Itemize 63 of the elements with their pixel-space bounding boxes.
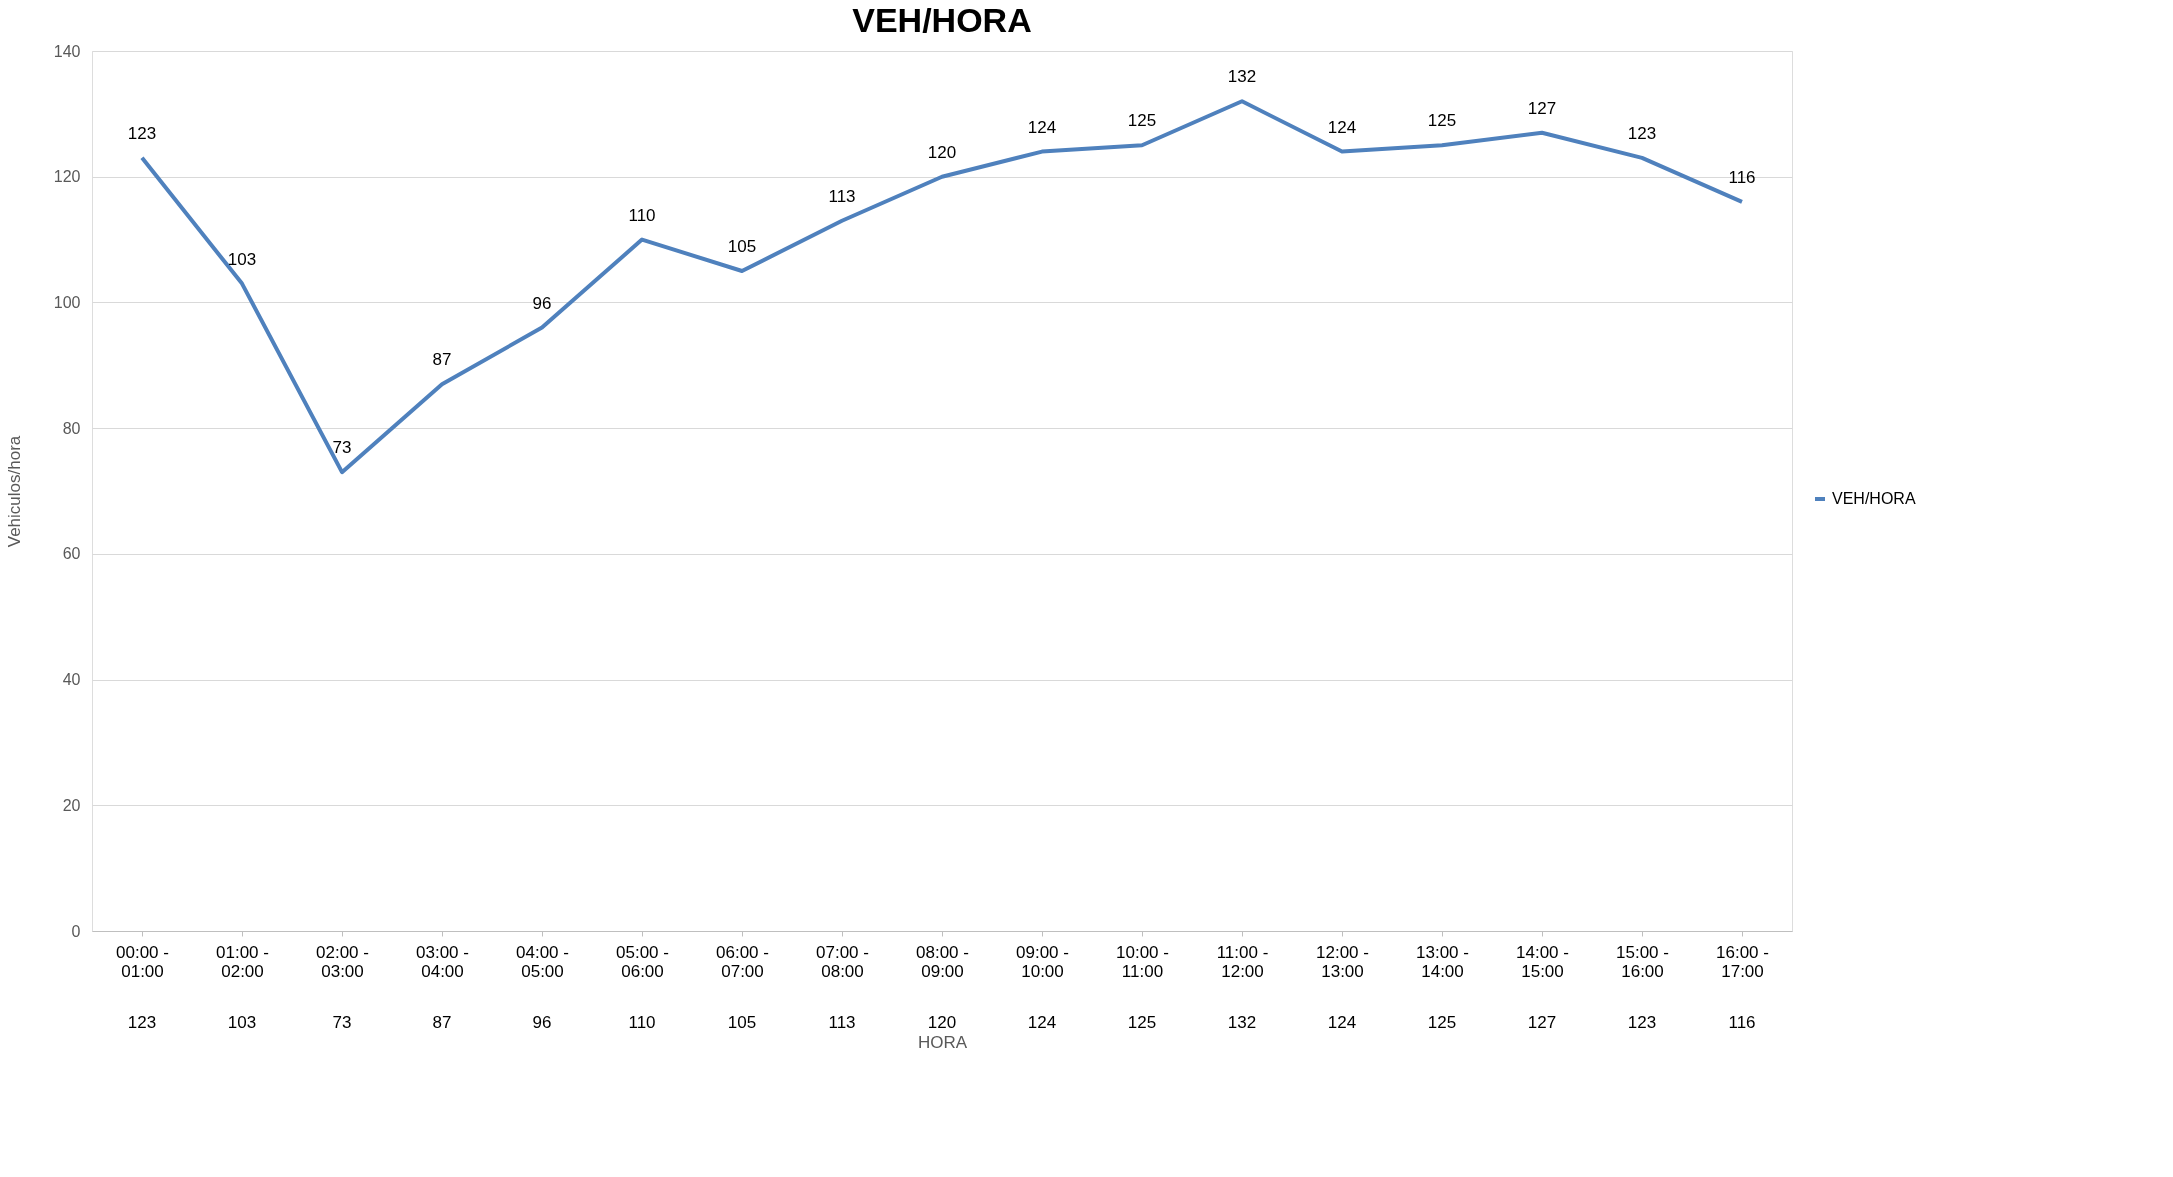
- text: 124: [1327, 117, 1357, 137]
- text: 120: [927, 142, 957, 162]
- x-axis-title: HORA: [917, 1032, 968, 1052]
- y-tick-label: 100: [53, 293, 81, 311]
- data-label: 132: [1227, 1013, 1257, 1032]
- data-label: 127: [1527, 1013, 1557, 1032]
- x-tick-label: 12:00 - 13:00: [1316, 942, 1369, 981]
- y-tick-label: 120: [53, 168, 81, 186]
- text: 73: [332, 438, 352, 458]
- text: 110: [628, 205, 656, 225]
- x-tick-label: 11:00 - 12:00: [1216, 942, 1269, 981]
- chart-title: VEH/HORA: [852, 1, 1032, 39]
- x-tick-label: 00:00 - 01:00: [116, 942, 169, 981]
- data-label: 125: [1427, 1013, 1457, 1032]
- text: 125: [1427, 111, 1457, 131]
- x-tick-label: 07:00 - 08:00: [816, 942, 869, 981]
- text: 125: [1127, 111, 1157, 131]
- text: 127: [1527, 98, 1557, 118]
- x-tick-label: 02:00 - 03:00: [316, 942, 369, 981]
- data-label: 96: [532, 1013, 552, 1032]
- data-label: 124: [1027, 1013, 1057, 1032]
- data-label: 105: [727, 1013, 757, 1032]
- x-tick-label: 16:00 - 17:00: [1716, 942, 1769, 981]
- data-label: 120: [927, 1013, 957, 1032]
- x-tick-label: 01:00 - 02:00: [216, 942, 269, 981]
- x-tick-label: 05:00 - 06:00: [616, 942, 669, 981]
- text: 116: [1728, 167, 1756, 187]
- data-label: 124: [1327, 1013, 1357, 1032]
- text: 103: [227, 249, 257, 269]
- legend-label: VEH/HORA: [1832, 490, 1916, 507]
- data-label: 125: [1127, 1013, 1157, 1032]
- x-tick-label: 15:00 - 16:00: [1616, 942, 1669, 981]
- text: 96: [532, 293, 552, 313]
- data-label: 123: [1627, 1013, 1657, 1032]
- y-tick-label: 0: [71, 922, 81, 940]
- x-tick-label: 14:00 - 15:00: [1516, 942, 1569, 981]
- text: 124: [1027, 117, 1057, 137]
- x-tick-label: 06:00 - 07:00: [716, 942, 769, 981]
- y-tick-label: 40: [62, 671, 81, 689]
- x-tick-label: 09:00 - 10:00: [1016, 942, 1069, 981]
- x-tick-label: 03:00 - 04:00: [416, 942, 469, 981]
- x-tick-label: 04:00 - 05:00: [516, 942, 569, 981]
- x-tick-label: 08:00 - 09:00: [916, 942, 969, 981]
- data-label: 113: [828, 1013, 856, 1032]
- x-tick-label: 13:00 - 14:00: [1416, 942, 1469, 981]
- data-label: 103: [227, 1013, 257, 1032]
- x-tick-label: 10:00 - 11:00: [1116, 942, 1169, 981]
- y-axis-title: Vehiculos/hora: [4, 435, 24, 548]
- text: 132: [1227, 67, 1257, 87]
- text: 113: [828, 186, 856, 206]
- y-tick-label: 20: [62, 796, 81, 814]
- data-label: 87: [432, 1013, 452, 1032]
- data-label: 123: [127, 1013, 157, 1032]
- y-tick-label: 60: [62, 545, 81, 563]
- text: 87: [432, 350, 452, 370]
- data-label: 110: [628, 1013, 656, 1032]
- y-tick-label: 80: [62, 419, 81, 437]
- data-label: 73: [332, 1013, 352, 1032]
- y-tick-label: 140: [53, 42, 81, 60]
- text: 123: [127, 123, 157, 143]
- text: 105: [727, 237, 757, 256]
- text: 123: [1627, 123, 1657, 143]
- data-label: 116: [1728, 1013, 1756, 1032]
